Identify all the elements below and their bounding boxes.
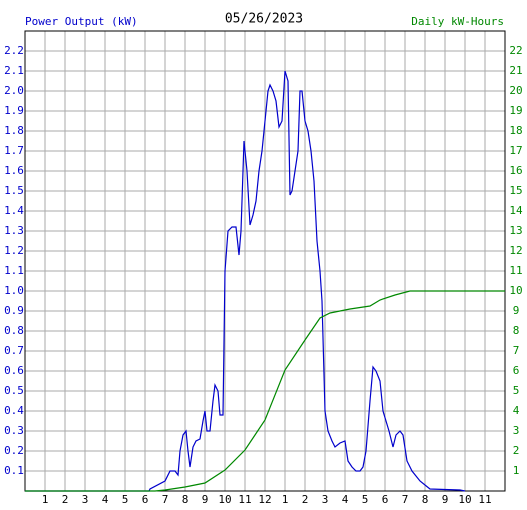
y-tick-label: 1.9 <box>4 104 24 117</box>
y-tick-label: 1.4 <box>4 204 24 217</box>
y2-tick-label: 20 <box>509 84 522 97</box>
y2-tick-label: 7 <box>513 344 520 357</box>
y2-tick-label: 1 <box>513 464 520 477</box>
y2-tick-label: 11 <box>509 264 522 277</box>
y-tick-label: 1.1 <box>4 264 24 277</box>
plot-border <box>24 30 506 492</box>
x-tick-label: 8 <box>422 493 429 506</box>
y2-tick-label: 10 <box>509 284 522 297</box>
right-axis-label: Daily kW-Hours <box>411 15 504 28</box>
x-tick-label: 3 <box>322 493 329 506</box>
x-tick-label: 1 <box>42 493 49 506</box>
y2-tick-label: 21 <box>509 64 522 77</box>
y2-tick-label: 6 <box>513 364 520 377</box>
x-tick-label: 5 <box>362 493 369 506</box>
y-tick-label: 1.0 <box>4 284 24 297</box>
x-tick-label: 9 <box>202 493 209 506</box>
series-line <box>25 70 466 492</box>
y2-tick-label: 15 <box>509 184 522 197</box>
y-tick-label: 0.4 <box>4 404 24 417</box>
y-tick-label: 1.7 <box>4 144 24 157</box>
x-tick-label: 7 <box>402 493 409 506</box>
y-tick-label: 1.6 <box>4 164 24 177</box>
x-tick-label: 6 <box>382 493 389 506</box>
y2-tick-label: 2 <box>513 444 520 457</box>
x-tick-label: 2 <box>302 493 309 506</box>
x-tick-label: 3 <box>82 493 89 506</box>
x-tick-label: 11 <box>478 493 491 506</box>
x-tick-label: 8 <box>182 493 189 506</box>
x-tick-label: 6 <box>142 493 149 506</box>
y2-tick-label: 3 <box>513 424 520 437</box>
y-tick-label: 0.9 <box>4 304 24 317</box>
y-tick-label: 1.2 <box>4 244 24 257</box>
y2-tick-label: 9 <box>513 304 520 317</box>
x-tick-label: 5 <box>122 493 129 506</box>
y-tick-label: 0.7 <box>4 344 24 357</box>
y2-tick-label: 19 <box>509 104 522 117</box>
y2-tick-label: 12 <box>509 244 522 257</box>
y-tick-label: 1.3 <box>4 224 24 237</box>
y-tick-label: 0.6 <box>4 364 24 377</box>
x-tick-label: 9 <box>442 493 449 506</box>
x-tick-label: 11 <box>238 493 251 506</box>
y-tick-label: 0.2 <box>4 444 24 457</box>
left-axis-label: Power Output (kW) <box>25 15 138 28</box>
series-line <box>25 290 505 492</box>
y-tick-label: 0.5 <box>4 384 24 397</box>
y-tick-label: 0.1 <box>4 464 24 477</box>
y2-tick-label: 17 <box>509 144 522 157</box>
y-tick-label: 1.5 <box>4 184 24 197</box>
y2-tick-label: 5 <box>513 384 520 397</box>
y2-tick-label: 14 <box>509 204 523 217</box>
x-tick-label: 7 <box>162 493 169 506</box>
y2-tick-label: 4 <box>513 404 520 417</box>
y2-tick-label: 16 <box>509 164 522 177</box>
y-tick-label: 2.0 <box>4 84 24 97</box>
y-tick-label: 2.2 <box>4 44 24 57</box>
y2-tick-label: 13 <box>509 224 522 237</box>
x-tick-label: 10 <box>218 493 231 506</box>
y-tick-label: 0.8 <box>4 324 24 337</box>
x-tick-label: 10 <box>458 493 471 506</box>
y2-tick-label: 22 <box>509 44 522 57</box>
x-tick-label: 4 <box>342 493 349 506</box>
y-tick-label: 1.8 <box>4 124 24 137</box>
x-tick-label: 2 <box>62 493 69 506</box>
y2-tick-label: 18 <box>509 124 522 137</box>
y-tick-label: 2.1 <box>4 64 24 77</box>
y2-tick-label: 8 <box>513 324 520 337</box>
chart-title: 05/26/2023 <box>225 12 303 27</box>
x-tick-label: 1 <box>282 493 289 506</box>
x-tick-label: 4 <box>102 493 109 506</box>
x-tick-label: 12 <box>258 493 271 506</box>
y-tick-label: 0.3 <box>4 424 24 437</box>
